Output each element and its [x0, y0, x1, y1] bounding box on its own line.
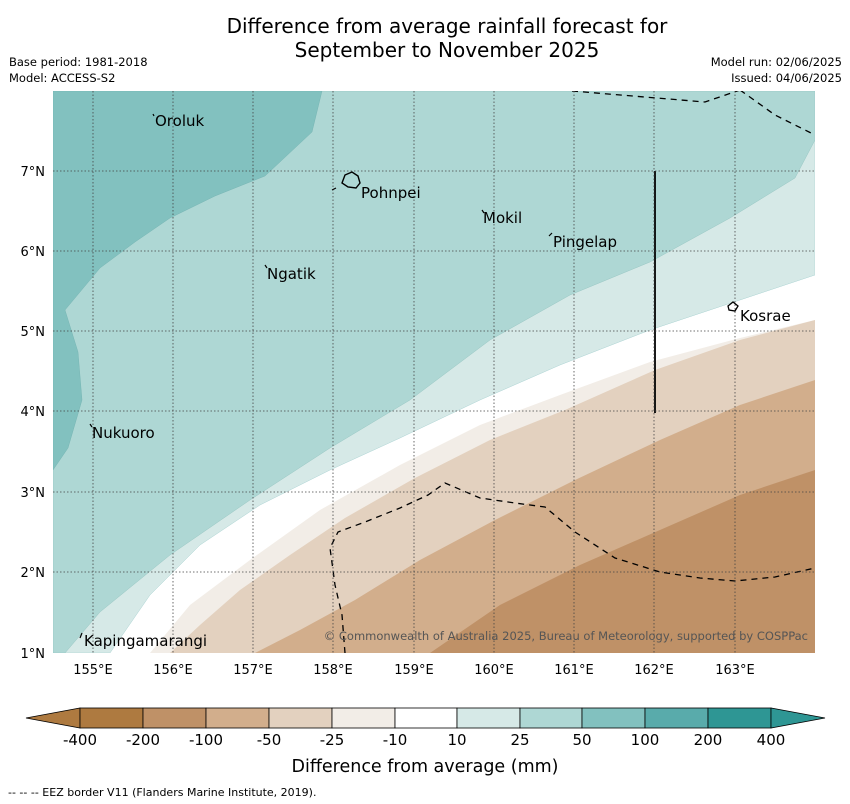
lon-label: 160°E — [474, 663, 514, 678]
lat-label: 3°N — [21, 486, 46, 501]
colorbar-tick: -10 — [383, 731, 408, 749]
colorbar-bin — [707, 707, 772, 729]
eez-border-south — [329, 482, 815, 653]
place-kosrae: Kosrae — [740, 307, 791, 325]
place-pohnpei: Pohnpei — [361, 184, 421, 202]
issued-date: Issued: 04/06/2025 — [731, 71, 842, 85]
place-mokil: Mokil — [483, 209, 522, 227]
lon-label: 163°E — [715, 663, 755, 678]
colorbar-bin — [142, 707, 207, 729]
colorbar-tick: 200 — [694, 731, 723, 749]
place-oroluk: Oroluk — [155, 112, 204, 130]
lat-label: 2°N — [21, 566, 46, 581]
colorbar-arrow-right — [770, 707, 826, 729]
colorbar-tick: 50 — [572, 731, 591, 749]
title-line-2: September to November 2025 — [294, 38, 600, 62]
meta-right: Model run: 02/06/2025 Issued: 04/06/2025 — [711, 54, 842, 86]
latitude-labels: 7°N 6°N 5°N 4°N 3°N 2°N 1°N — [21, 165, 46, 662]
rainfall-map — [53, 91, 815, 653]
colorbar-label: Difference from average (mm) — [291, 757, 558, 777]
lon-label: 162°E — [634, 663, 674, 678]
base-period: Base period: 1981-2018 — [9, 55, 148, 69]
lon-label: 161°E — [554, 663, 594, 678]
meta-left: Base period: 1981-2018 Model: ACCESS-S2 — [9, 54, 148, 86]
colorbar-tick: 10 — [447, 731, 466, 749]
model-run: Model run: 02/06/2025 — [710, 55, 842, 69]
lon-label: 159°E — [394, 663, 434, 678]
colorbar-bin — [581, 707, 646, 729]
place-pingelap: Pingelap — [553, 233, 617, 251]
colorbar-bin — [268, 707, 333, 729]
title-line-1: Difference from average rainfall forecas… — [226, 14, 668, 38]
model-name: Model: ACCESS-S2 — [9, 71, 116, 85]
colorbar-bin — [519, 707, 583, 729]
lat-label: 6°N — [21, 245, 46, 260]
colorbar-ticks: -400 -200 -100 -50 -25 -10 10 25 50 100 … — [63, 731, 785, 749]
colorbar-tick: 25 — [510, 731, 529, 749]
colorbar-tick: -50 — [257, 731, 282, 749]
colorbar-tick: -100 — [189, 731, 223, 749]
lon-label: 158°E — [313, 663, 353, 678]
copyright-notice: © Commonwealth of Australia 2025, Bureau… — [324, 629, 808, 643]
eez-footnote: -- -- -- EEZ border V11 (Flanders Marine… — [8, 786, 317, 799]
place-nukuoro: Nukuoro — [92, 424, 155, 442]
place-ngatik: Ngatik — [267, 265, 316, 283]
longitude-labels: 155°E 156°E 157°E 158°E 159°E 160°E 161°… — [73, 663, 755, 678]
place-kapingamarangi: Kapingamarangi — [84, 632, 207, 650]
colorbar-bin — [394, 707, 458, 729]
lat-label: 1°N — [21, 647, 46, 662]
colorbar-tick: -400 — [63, 731, 97, 749]
colorbar-arrow-left — [25, 707, 81, 729]
lon-label: 157°E — [233, 663, 273, 678]
lat-label: 4°N — [21, 405, 46, 420]
colorbar-tick: 100 — [631, 731, 660, 749]
graticule — [53, 91, 815, 653]
lat-label: 5°N — [21, 325, 46, 340]
colorbar-bin — [205, 707, 270, 729]
colorbar — [25, 707, 826, 729]
colorbar-bin — [331, 707, 396, 729]
eez-border-north — [571, 91, 740, 103]
place-labels: Oroluk Pohnpei Mokil Pingelap Ngatik Kos… — [84, 112, 791, 650]
colorbar-tick: -200 — [126, 731, 160, 749]
pohnpei-island-icon — [341, 171, 361, 189]
colorbar-bin — [79, 707, 144, 729]
lon-label: 156°E — [153, 663, 193, 678]
kosrae-island-icon — [727, 301, 739, 312]
lat-label: 7°N — [21, 165, 46, 180]
colorbar-tick: -25 — [320, 731, 345, 749]
colorbar-tick: 400 — [757, 731, 786, 749]
lon-label: 155°E — [73, 663, 113, 678]
colorbar-bin — [456, 707, 521, 729]
colorbar-bin — [644, 707, 709, 729]
chart-title: Difference from average rainfall forecas… — [0, 14, 850, 62]
